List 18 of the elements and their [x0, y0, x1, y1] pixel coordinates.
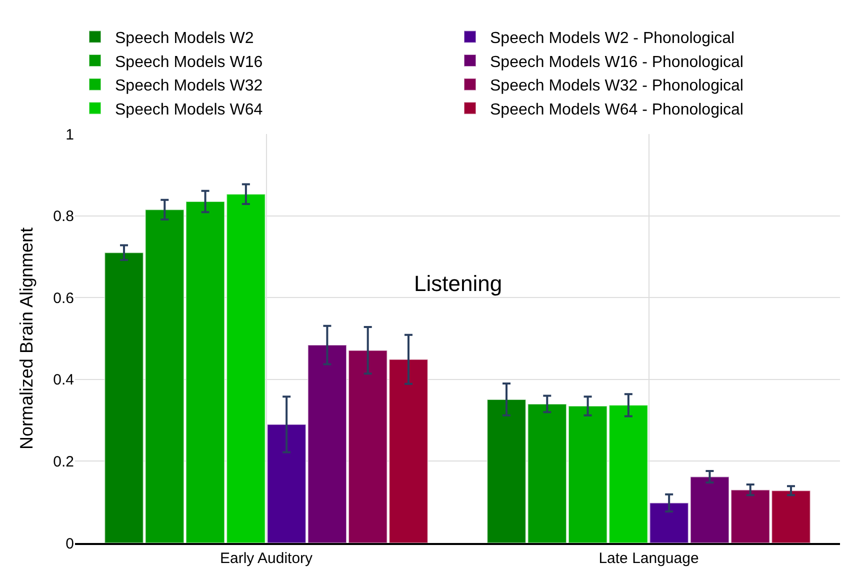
legend-label: Speech Models W16	[115, 54, 263, 71]
y-tick-label: 0.8	[53, 208, 74, 226]
legend-label: Speech Models W32	[115, 78, 263, 95]
x-tick-label: Early Auditory	[220, 550, 314, 567]
legend-label: Speech Models W32 - Phonological	[490, 78, 744, 95]
legend-label: Speech Models W64	[115, 101, 263, 118]
x-tick-label: Late Language	[598, 550, 699, 567]
legend-label: Speech Models W2 - Phonological	[490, 30, 735, 47]
y-axis-title: Normalized Brain Alignment	[16, 227, 36, 450]
legend-label: Speech Models W16 - Phonological	[490, 54, 744, 71]
y-tick-label: 0.4	[53, 372, 74, 389]
y-tick-label: 0.2	[53, 453, 74, 470]
legend-label: Speech Models W2	[115, 30, 254, 47]
y-tick-label: 0	[66, 535, 74, 552]
y-tick-label: 1	[66, 126, 74, 144]
legend-label: Speech Models W64 - Phonological	[490, 101, 744, 118]
y-tick-label: 0.6	[53, 290, 74, 307]
annotation: Listening	[414, 271, 502, 296]
